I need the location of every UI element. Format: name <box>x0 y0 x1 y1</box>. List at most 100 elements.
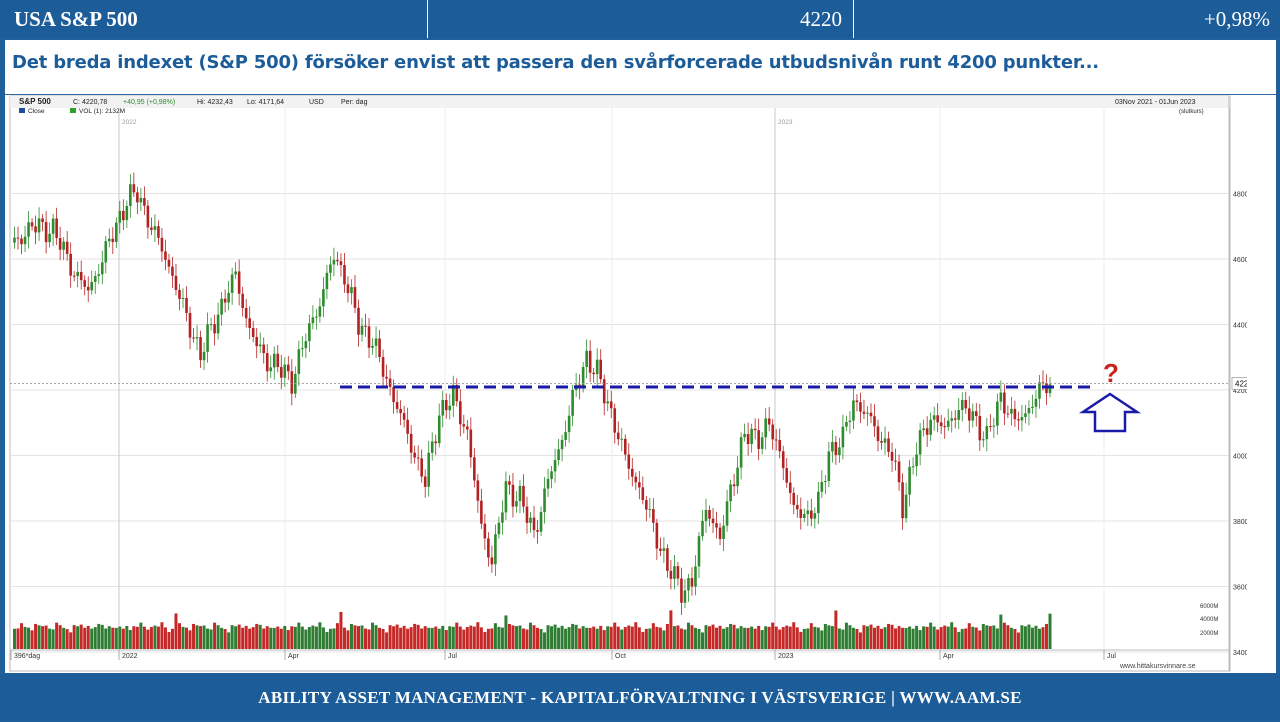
candle-body <box>339 261 343 266</box>
candle-body <box>767 418 771 425</box>
chart-header-bg <box>10 96 1230 108</box>
volume-bar <box>529 622 532 649</box>
candle-body <box>388 378 392 387</box>
candles <box>13 172 1052 615</box>
volume-bar <box>1013 628 1017 649</box>
candle-body <box>813 513 817 519</box>
candle-body <box>525 506 529 523</box>
legend-close: Close <box>28 108 45 115</box>
candle-body <box>560 439 564 450</box>
candle-body <box>423 476 427 487</box>
candle-body <box>890 451 894 461</box>
candle-body <box>599 359 603 380</box>
volume-bar <box>114 627 118 649</box>
volume-bar <box>1006 625 1010 649</box>
candle-body <box>483 523 487 539</box>
candle-body <box>799 509 803 518</box>
volume-bar <box>525 629 529 649</box>
volume-bar <box>378 627 382 649</box>
volume-bar <box>79 624 83 649</box>
volume-bar <box>458 626 462 649</box>
volume-bar <box>960 628 964 649</box>
up-arrow-icon <box>1078 392 1142 433</box>
volume-bar <box>729 623 733 649</box>
candle-body <box>638 482 641 488</box>
volume-bar <box>630 626 634 649</box>
volume-bar <box>409 627 413 649</box>
candle-body <box>199 337 202 361</box>
candle-body <box>230 274 234 293</box>
candle-body <box>508 481 511 485</box>
volume-bar <box>83 627 87 649</box>
candle-body <box>58 238 62 250</box>
candle-body <box>680 578 683 603</box>
volume-bar <box>346 630 350 649</box>
volume-bar <box>423 626 427 649</box>
ticker-bar: USA S&P 500 4220 +0,98% <box>0 0 1280 38</box>
volume-bar <box>374 625 378 649</box>
volume-bar <box>813 626 817 649</box>
candle-body <box>329 264 332 273</box>
volume-bar <box>286 630 290 649</box>
candle-body <box>455 384 459 402</box>
vol-tick-label: 4000M <box>1200 617 1218 623</box>
x-tick-label: 2023 <box>778 653 794 660</box>
candle-body <box>72 275 76 277</box>
volume-bar <box>823 624 827 649</box>
volume-bar <box>693 627 697 649</box>
candle-body <box>62 241 65 250</box>
candle-body <box>364 325 367 327</box>
candle-body <box>476 480 480 501</box>
volume-bar <box>764 626 768 649</box>
volume-bar <box>507 623 511 649</box>
volume-bar <box>209 629 213 649</box>
candle-body <box>469 429 473 458</box>
x-tick-label: 396*dag <box>14 653 40 660</box>
candle-body <box>757 430 760 449</box>
x-tick-label: Oct <box>615 653 626 660</box>
candle-body <box>497 522 501 535</box>
volume-bar <box>1044 623 1048 649</box>
volume-bar <box>736 628 740 649</box>
x-axis: 396*dag 2022 Apr Jul Oct 2023 Apr Jul <box>10 649 1229 660</box>
volume-bar <box>258 624 262 649</box>
watermark: www.hittakursvinnare.se <box>1119 663 1196 670</box>
volume-bar <box>908 626 912 649</box>
candle-body <box>371 345 374 348</box>
volume-bar <box>314 626 318 649</box>
candle-body <box>996 401 999 426</box>
candle-body <box>939 422 943 427</box>
volume-bar <box>41 626 45 649</box>
volume-bar <box>202 625 206 649</box>
volume-bar <box>199 626 203 649</box>
candle-body <box>164 251 167 260</box>
volume-bar <box>844 622 848 649</box>
volume-bar <box>574 624 578 649</box>
volume-bar <box>557 627 561 649</box>
volume-bar <box>381 629 385 649</box>
volume-bar <box>725 627 729 649</box>
volume-bar <box>978 630 982 649</box>
volume-bar <box>156 626 160 649</box>
candle-body <box>37 218 41 233</box>
year-markers: 2022 2023 <box>122 119 793 126</box>
candle-body <box>171 266 174 276</box>
candle-body <box>781 451 785 469</box>
volume-bar <box>655 626 659 649</box>
volume-bar <box>532 625 536 649</box>
candle-body <box>202 351 206 361</box>
candle-body <box>753 428 757 431</box>
volume-bar <box>553 624 557 649</box>
y-tick-label: 3400 <box>1233 650 1247 657</box>
volume-bar <box>967 623 971 649</box>
volume-bar <box>616 626 620 649</box>
volume-bar <box>490 628 494 649</box>
volume-bar <box>34 623 38 649</box>
vol-tick-label: 6000M <box>1200 604 1218 610</box>
y-axis: 4800 4600 4400 4200 4000 3800 3600 3400 6000M 400… <box>1200 96 1247 671</box>
volume-bar <box>23 626 27 649</box>
candle-body <box>515 501 518 507</box>
volume-bar <box>444 630 448 649</box>
volume-bar <box>125 625 129 649</box>
candle-body <box>90 281 94 291</box>
